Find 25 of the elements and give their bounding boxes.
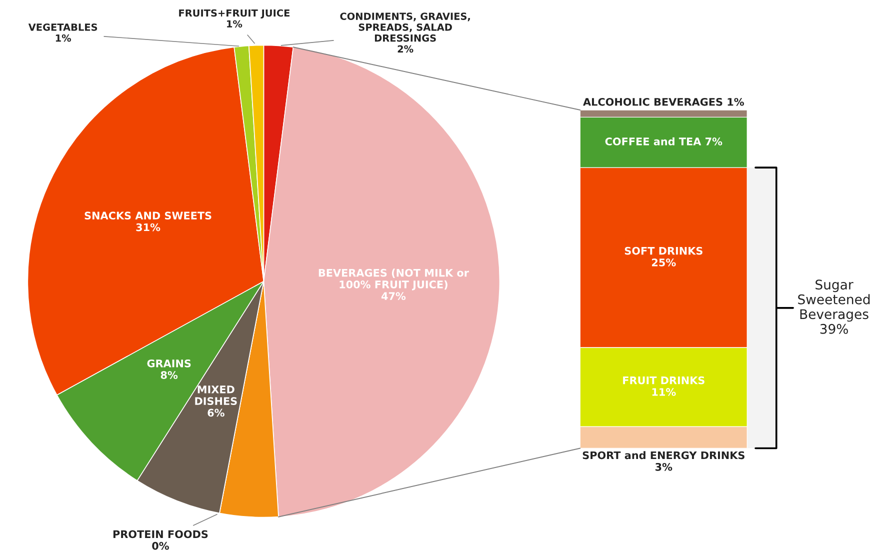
data-label: 6% <box>208 408 224 417</box>
data-label: 2% <box>398 45 414 53</box>
slice-label: BEVERAGES (NOT MILK or 100% FRUIT JUICE) <box>318 268 469 290</box>
data-label: 31% <box>136 223 160 232</box>
data-label: 1% <box>56 34 72 42</box>
data-label: 25% <box>652 258 676 266</box>
slice-label: MIXED DISHES <box>195 386 237 406</box>
legend-label: PROTEIN FOODS <box>113 530 208 538</box>
text: ALCOHOLIC BEVERAGES 1% <box>583 98 744 106</box>
text: 0% <box>152 542 169 550</box>
data-label: 47% <box>381 292 406 300</box>
slice-label: CONDIMENTS, GRAVIES, SPREADS, SALAD DRESSINGS <box>340 12 470 42</box>
data-label: 3% <box>656 462 672 471</box>
slice-label: SNACKS AND SWEETS <box>84 212 212 220</box>
series-label: FRUIT DRINKS <box>623 376 704 384</box>
data-label: 8% <box>160 371 178 380</box>
data-label: 1% <box>227 20 242 28</box>
slice-label: VEGETABLES <box>28 23 98 31</box>
data-label: 11% <box>652 388 676 396</box>
series-label: SPORT and ENERGY DRINKS <box>582 451 744 460</box>
series-label: SOFT DRINKS <box>624 246 702 255</box>
text: COFFEE and TEA 7% <box>605 137 722 146</box>
slice-label: GRAINS <box>147 359 191 368</box>
slice-label: FRUITS+FRUIT JUICE <box>179 9 290 18</box>
band-label: Sugar Sweetened Beverages 39% <box>798 280 870 334</box>
